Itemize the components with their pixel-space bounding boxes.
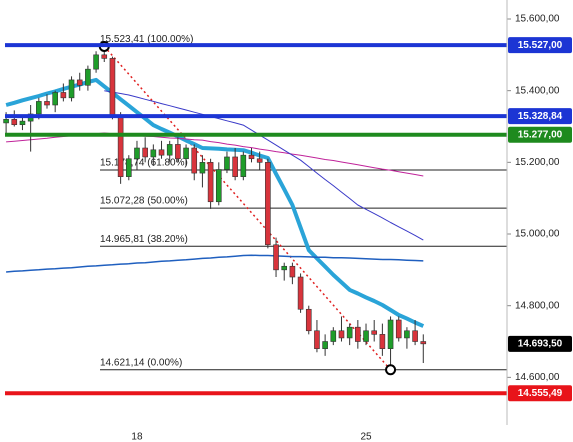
candle-body	[240, 154, 247, 177]
candle-body	[355, 326, 361, 342]
candle-body	[175, 144, 181, 160]
y-tick-label: 14.800,00	[515, 300, 560, 311]
trendline	[103, 45, 392, 371]
y-tick-label: 14.600,00	[515, 372, 560, 383]
candle-body	[158, 149, 165, 156]
candle-body	[109, 58, 116, 117]
candle-body	[273, 244, 279, 271]
candle-body	[150, 149, 157, 158]
candle-body	[314, 330, 320, 349]
candle-body	[11, 119, 18, 126]
candle-body	[166, 144, 173, 156]
price-tag	[508, 335, 572, 352]
price-tag	[508, 37, 572, 54]
candle-body	[395, 319, 402, 339]
candle-body	[297, 276, 304, 310]
y-tick-label: 15.200,00	[515, 157, 560, 168]
candle-body	[183, 147, 189, 160]
candle-body	[330, 330, 337, 342]
candle-body	[420, 341, 427, 345]
candle-body	[379, 334, 386, 349]
candle-body	[126, 158, 132, 177]
x-tick-label: 25	[360, 432, 372, 442]
candle-body	[60, 92, 67, 99]
candle-body	[289, 265, 296, 278]
candle-body	[36, 101, 42, 115]
candle-body	[387, 319, 394, 349]
moving-average	[6, 254, 424, 273]
candle-body	[3, 119, 9, 124]
price-tag	[508, 385, 572, 402]
price-tag-label: 15.277,00	[518, 129, 563, 140]
price-tag	[508, 108, 572, 125]
price-tag-label: 14.693,50	[518, 338, 563, 349]
candle-body	[281, 265, 288, 271]
fib-label: 14.965,81 (38.20%)	[100, 234, 188, 245]
candle-body	[19, 120, 26, 126]
candle-body	[224, 156, 230, 170]
candle-body	[305, 308, 312, 332]
candle-body	[68, 79, 75, 99]
candle-body	[346, 326, 353, 339]
fib-label: 15.523,41 (100.00%)	[100, 34, 193, 45]
y-tick-label: 15.000,00	[515, 229, 560, 240]
fib-label: 15.072,28 (50.00%)	[100, 196, 188, 207]
candle-body	[44, 101, 50, 106]
candle-body	[93, 54, 99, 70]
fib-label: 14.621,14 (0.00%)	[100, 357, 182, 368]
candle-body	[338, 330, 345, 339]
candle-body	[265, 162, 271, 246]
candle-body	[117, 115, 124, 177]
price-tag	[508, 126, 572, 143]
candle-body	[363, 330, 369, 342]
candle-body	[248, 154, 255, 160]
candle-body	[52, 92, 58, 106]
price-tag-label: 14.555,49	[518, 388, 563, 399]
y-tick-label: 15.400,00	[515, 85, 560, 96]
candle-body	[101, 54, 108, 59]
candle-body	[191, 147, 198, 174]
candle-body	[76, 79, 83, 86]
fib-label: 15.178,74 (61.80%)	[100, 158, 188, 169]
y-tick-label: 15.600,00	[515, 14, 560, 25]
candle-body	[199, 162, 206, 174]
candle-body	[207, 162, 214, 203]
candle-body	[85, 68, 91, 86]
candle-body	[215, 169, 222, 203]
candle-body	[371, 330, 378, 335]
candle-body	[256, 158, 263, 163]
moving-average	[104, 90, 424, 241]
price-tag-label: 15.527,00	[518, 40, 563, 51]
swing-marker	[385, 364, 397, 376]
candle-body	[404, 330, 410, 339]
candle-body	[322, 341, 328, 349]
candle-body	[412, 330, 418, 342]
moving-average	[5, 77, 425, 328]
candle-body	[232, 156, 238, 177]
candle-body	[134, 147, 140, 160]
x-tick-label: 18	[131, 432, 143, 442]
price-tag-label: 15.328,84	[518, 111, 563, 122]
candle-body	[142, 147, 148, 158]
